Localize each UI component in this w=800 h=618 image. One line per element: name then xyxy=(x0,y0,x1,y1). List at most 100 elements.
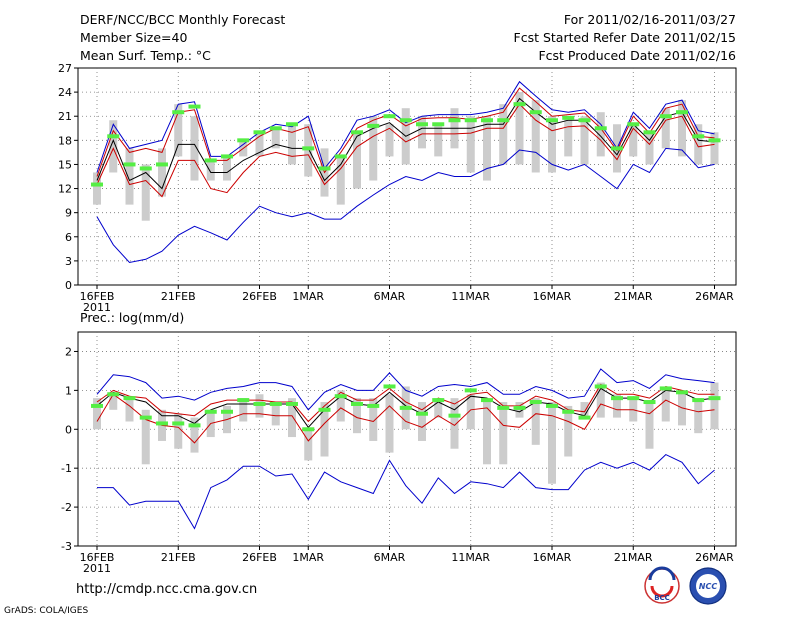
prec-spread-bar xyxy=(499,402,508,465)
prec-spread-bar xyxy=(466,394,475,430)
temp-year-label: 2011 xyxy=(83,301,111,314)
prec-series-q75-line xyxy=(96,383,715,423)
prec-xtick-label: 21FEB xyxy=(161,551,196,564)
temp-panel: 0 3 6 9 12 15 18 21 24 27 16FEB 21FEB 26FEB 1MAR 6MAR 1… xyxy=(58,62,737,314)
prec-spread-bar xyxy=(531,398,540,445)
prec-spread-bar xyxy=(564,405,573,457)
temp-obs-mark xyxy=(497,118,510,123)
temp-spread-bar xyxy=(190,116,199,181)
temp-series-min-line xyxy=(96,147,715,264)
prec-plot-frame xyxy=(77,331,737,547)
temp-spread-bar xyxy=(661,108,670,149)
prec-obs-mark xyxy=(302,427,315,432)
temp-xtick-label: 1MAR xyxy=(292,290,324,303)
prec-obs-mark xyxy=(578,415,591,420)
temp-obs-mark xyxy=(334,154,347,159)
prec-obs-mark xyxy=(237,398,250,403)
prec-ytick-label: -1 xyxy=(61,462,72,475)
prec-spread-bar xyxy=(710,382,719,430)
temp-spread-bar xyxy=(385,124,394,157)
prec-obs-mark xyxy=(497,405,510,410)
temp-spread-bar xyxy=(206,160,215,181)
temp-obs-mark xyxy=(643,130,656,135)
temp-spread-bar xyxy=(434,124,443,157)
temp-series-q75-line xyxy=(96,87,715,177)
temp-spread-bar xyxy=(271,128,280,149)
prec-spread-bar xyxy=(141,409,150,465)
temp-obs-mark xyxy=(513,102,526,107)
temp-spread-bar xyxy=(596,112,605,157)
prec-xtick-label: 16MAR xyxy=(533,551,572,564)
forecast-produced-date: Fcst Produced Date 2011/02/16 xyxy=(538,48,736,63)
prec-spread-bar xyxy=(548,402,556,484)
temp-obs-mark xyxy=(546,118,558,123)
prec-obs-mark xyxy=(351,401,363,406)
temp-obs-mark xyxy=(692,134,705,139)
temp-obs-mark xyxy=(107,134,120,139)
temp-obs-mark xyxy=(139,166,152,171)
prec-spread-bar xyxy=(613,394,621,418)
prec-spread-bar xyxy=(385,394,394,453)
prec-obs-mark xyxy=(546,403,558,408)
prec-year-label: 2011 xyxy=(83,562,111,575)
temp-xtick-label: 6MAR xyxy=(374,290,406,303)
temp-spread-bar xyxy=(483,116,491,181)
prec-obs-mark xyxy=(513,405,526,410)
temp-xtick-label: 16MAR xyxy=(533,290,572,303)
prec-obs-mark xyxy=(269,401,282,406)
prec-obs-mark xyxy=(448,413,461,418)
temp-spread-bar xyxy=(141,164,150,221)
temp-obs-mark xyxy=(481,118,493,123)
temp-spread-bar xyxy=(645,132,654,165)
prec-spread-bar xyxy=(174,413,183,449)
prec-obs-mark xyxy=(562,409,575,414)
variable-label: Mean Surf. Temp.: °C xyxy=(80,48,211,63)
prec-spread-bar xyxy=(336,390,345,422)
temp-obs-mark xyxy=(302,146,315,151)
prec-obs-mark xyxy=(139,415,152,420)
temp-spread-bar xyxy=(694,124,703,165)
prec-spread-bar xyxy=(304,429,313,461)
prec-obs-mark xyxy=(643,400,656,405)
temp-obs-mark xyxy=(91,182,103,187)
prec-spread-bar xyxy=(418,402,426,441)
prec-obs-mark xyxy=(594,384,607,389)
prec-obs-mark xyxy=(383,384,396,389)
grads-credit: GrADS: COLA/IGES xyxy=(4,606,89,616)
temp-obs-mark xyxy=(594,126,607,131)
prec-spread-bar xyxy=(434,398,443,418)
temp-spread-bar xyxy=(93,172,101,205)
prec-obs-mark xyxy=(172,421,185,426)
temp-ytick-label: 3 xyxy=(65,255,72,268)
temp-obs-mark xyxy=(529,110,542,115)
temp-xtick-label: 26MAR xyxy=(695,290,734,303)
temp-spread-bar xyxy=(255,132,264,157)
temp-obs-mark xyxy=(611,146,623,151)
temp-spread-bar xyxy=(336,156,345,205)
prec-spread-bar xyxy=(239,398,248,422)
prec-ytick-label: -3 xyxy=(61,540,72,553)
prec-spread-bar xyxy=(320,402,329,457)
temp-obs-mark xyxy=(318,166,331,171)
temp-spread-bar xyxy=(515,92,524,165)
temp-obs-mark xyxy=(383,114,396,119)
temp-obs-mark xyxy=(221,154,233,159)
temp-obs-mark xyxy=(351,130,363,135)
prec-xtick-label: 11MAR xyxy=(451,551,490,564)
temp-series-q25-line xyxy=(96,103,715,198)
prec-series-q25-line xyxy=(96,393,715,444)
temp-spread-bar xyxy=(531,100,540,173)
temp-series-max-line xyxy=(96,80,715,173)
prec-obs-mark xyxy=(334,394,347,399)
prec-obs-mark xyxy=(464,388,477,393)
temp-obs-mark xyxy=(676,110,688,115)
prec-spread-bar xyxy=(190,417,199,453)
prec-spread-bar xyxy=(271,402,280,426)
source-url[interactable]: http://cmdp.ncc.cma.gov.cn xyxy=(76,582,258,597)
temp-spread-bar xyxy=(548,116,556,173)
temp-obs-mark xyxy=(708,138,721,143)
temp-ytick-label: 12 xyxy=(58,183,72,196)
prec-obs-mark xyxy=(676,390,688,395)
temp-obs-mark xyxy=(627,122,640,127)
prec-spread-bar xyxy=(483,398,491,465)
